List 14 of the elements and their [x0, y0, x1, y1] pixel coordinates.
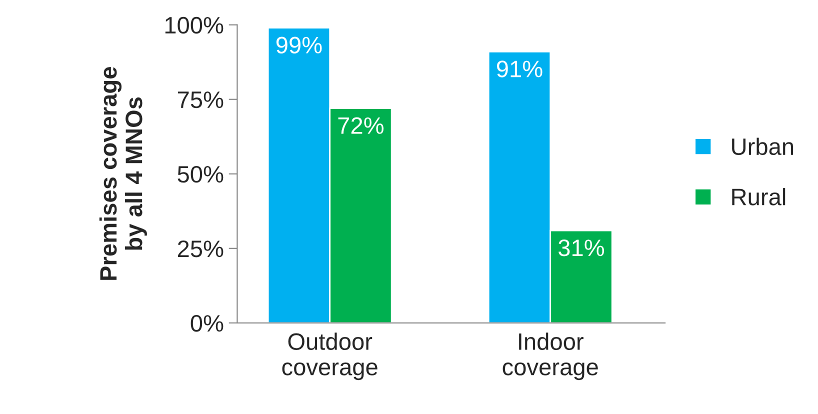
y-tick-label: 25%: [178, 240, 224, 258]
y-tick-label: 50%: [178, 166, 224, 183]
y-tick-label: 0%: [190, 314, 224, 332]
x-tick-label: Indoor coverage: [502, 332, 598, 380]
data-label: 91%: [496, 60, 542, 78]
y-axis-title: Premises coverage by all 4 MNOs: [99, 67, 147, 280]
legend-label: Urban: [732, 138, 794, 156]
data-label: 31%: [558, 239, 604, 256]
data-label: 72%: [338, 117, 384, 134]
x-tick-label: Outdoor coverage: [282, 332, 378, 380]
data-label: 99%: [276, 36, 322, 54]
y-tick-label: 75%: [178, 92, 224, 108]
legend-label: Rural: [732, 188, 786, 206]
y-tick-label: 100%: [165, 16, 224, 34]
